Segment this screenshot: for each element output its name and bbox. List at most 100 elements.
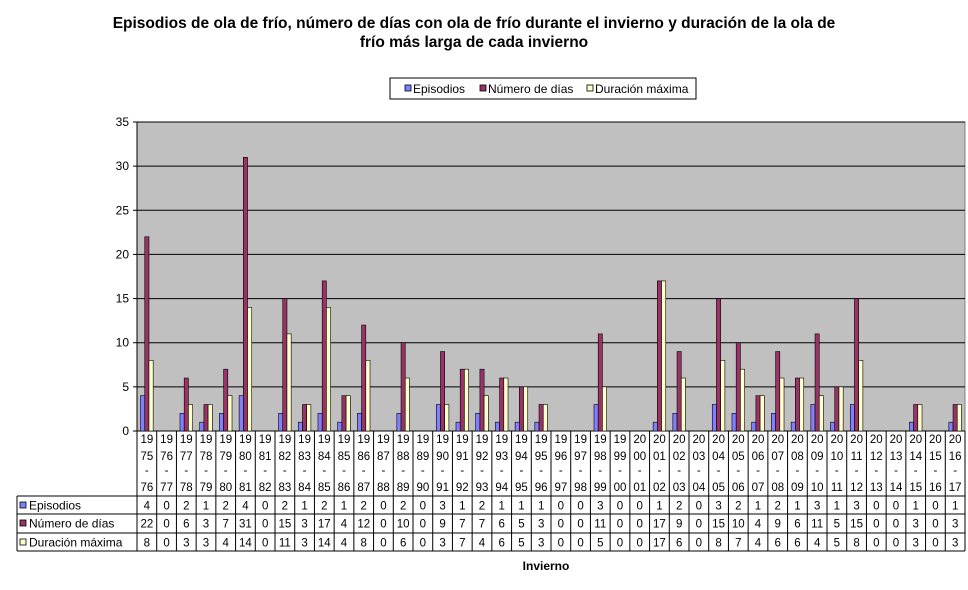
x-tick-label: 19 — [377, 434, 390, 446]
x-tick-label: 80 — [239, 451, 252, 463]
x-tick-label: 20 — [909, 434, 922, 446]
x-tick-label: 04 — [712, 451, 725, 463]
bar-numero-de-dias — [775, 351, 781, 432]
x-axis-categories: 1975-761976-771977-781978-791979-801980-… — [136, 431, 966, 551]
x-tick-label: 20 — [811, 434, 824, 446]
table-cell-numero-de-dias: 4 — [341, 519, 348, 531]
bar-duracion-maxima — [818, 395, 824, 432]
table-cell-duracion-maxima: 3 — [203, 538, 209, 550]
x-tick-label: 84 — [298, 482, 311, 494]
bars — [140, 157, 962, 432]
bar-numero-de-dias — [183, 377, 189, 432]
table-cell-numero-de-dias: 17 — [653, 519, 666, 531]
bar-episodios — [711, 404, 717, 432]
table-cell-duracion-maxima: 0 — [577, 538, 583, 550]
data-table: Episodios 4 0 2 1 2 4 0 2 1 2 1 2 0 2 0 3 1 2 1 1 1 0 0 3 0 0 1 2 0 3 2… — [16, 431, 966, 552]
x-tick-label: 20 — [890, 434, 903, 446]
y-tick-label: 20 — [116, 247, 130, 261]
table-cell-episodios: 3 — [814, 501, 820, 513]
table-cell-numero-de-dias: 15 — [712, 519, 725, 531]
x-tick-label: 12 — [850, 482, 863, 494]
x-tick-label: 15 — [929, 451, 942, 463]
bar-duracion-maxima — [483, 395, 489, 432]
bar-episodios — [337, 421, 343, 432]
x-tick-label: 97 — [554, 482, 567, 494]
table-cell-numero-de-dias: 0 — [420, 519, 426, 531]
x-tick-label: 19 — [318, 434, 331, 446]
y-tick-label: 25 — [116, 203, 130, 217]
table-cell-numero-de-dias: 6 — [183, 519, 189, 531]
table-cell-duracion-maxima: 6 — [499, 538, 505, 550]
x-tick-label: - — [362, 465, 366, 477]
table-cell-duracion-maxima: 3 — [439, 538, 445, 550]
x-tick-label: - — [874, 465, 878, 477]
table-cell-numero-de-dias: 3 — [203, 519, 209, 531]
table-cell-duracion-maxima: 0 — [380, 538, 386, 550]
bar-numero-de-dias — [676, 351, 682, 432]
table-cell-duracion-maxima: 6 — [400, 538, 406, 550]
x-tick-label: 86 — [338, 482, 351, 494]
y-tick-label: 35 — [116, 115, 130, 129]
bar-duracion-maxima — [858, 360, 864, 432]
table-cell-episodios: 4 — [242, 501, 249, 513]
table-cell-numero-de-dias: 0 — [893, 519, 899, 531]
x-tick-label: - — [658, 465, 662, 477]
x-tick-label: 83 — [278, 482, 291, 494]
bar-episodios — [751, 421, 757, 432]
table-cell-numero-de-dias: 0 — [558, 519, 564, 531]
table-cell-episodios: 1 — [952, 501, 958, 513]
table-cell-duracion-maxima: 3 — [538, 538, 544, 550]
legend: Episodios Número de días Duración máxima — [389, 77, 697, 100]
x-tick-label: 95 — [515, 482, 528, 494]
table-cell-duracion-maxima: 3 — [183, 538, 189, 550]
table-cell-numero-de-dias: 9 — [676, 519, 682, 531]
table-cell-episodios: 3 — [597, 501, 603, 513]
bar-duracion-maxima — [188, 404, 193, 432]
table-cell-episodios: 2 — [361, 501, 367, 513]
table-cell-duracion-maxima: 7 — [735, 538, 741, 550]
bar-duracion-maxima — [542, 404, 548, 432]
table-cell-episodios: 2 — [400, 501, 406, 513]
x-tick-label: - — [460, 465, 464, 477]
table-cell-episodios: 1 — [301, 501, 307, 513]
table-cell-episodios: 0 — [380, 501, 386, 513]
table-cell-episodios: 4 — [144, 501, 151, 513]
x-tick-label: - — [401, 465, 405, 477]
bar-duracion-maxima — [148, 360, 154, 432]
bar-episodios — [948, 421, 954, 432]
table-cell-episodios: 2 — [321, 501, 327, 513]
x-tick-label: 76 — [140, 482, 153, 494]
table-cell-numero-de-dias: 6 — [794, 519, 800, 531]
bar-episodios — [771, 413, 776, 432]
bar-episodios — [790, 421, 796, 432]
table-cell-numero-de-dias: 3 — [913, 519, 919, 531]
bar-numero-de-dias — [952, 404, 958, 432]
table-cell-episodios: 0 — [163, 501, 169, 513]
bar-numero-de-dias — [361, 324, 367, 432]
bar-numero-de-dias — [499, 377, 505, 432]
x-tick-label: 00 — [614, 482, 627, 494]
bar-duracion-maxima — [523, 386, 529, 432]
bar-episodios — [731, 413, 737, 432]
table-cell-episodios: 1 — [538, 501, 544, 513]
bar-episodios — [909, 421, 914, 432]
x-tick-label: 79 — [200, 482, 213, 494]
x-tick-label: 10 — [830, 451, 843, 463]
table-cell-numero-de-dias: 9 — [439, 519, 445, 531]
x-tick-label: 20 — [653, 434, 666, 446]
x-tick-label: - — [303, 465, 307, 477]
x-tick-label: - — [598, 465, 602, 477]
y-tick-label: 30 — [116, 159, 130, 173]
table-cell-duracion-maxima: 3 — [952, 538, 958, 550]
bar-episodios — [199, 421, 205, 432]
bar-duracion-maxima — [503, 377, 509, 432]
bar-episodios — [652, 421, 658, 432]
bar-duracion-maxima — [917, 404, 923, 432]
x-tick-label: 01 — [633, 482, 646, 494]
x-tick-label: 19 — [436, 434, 449, 446]
x-tick-label: - — [776, 465, 780, 477]
table-cell-numero-de-dias: 3 — [952, 519, 958, 531]
x-tick-label: 19 — [476, 434, 489, 446]
x-tick-label: 05 — [712, 482, 725, 494]
